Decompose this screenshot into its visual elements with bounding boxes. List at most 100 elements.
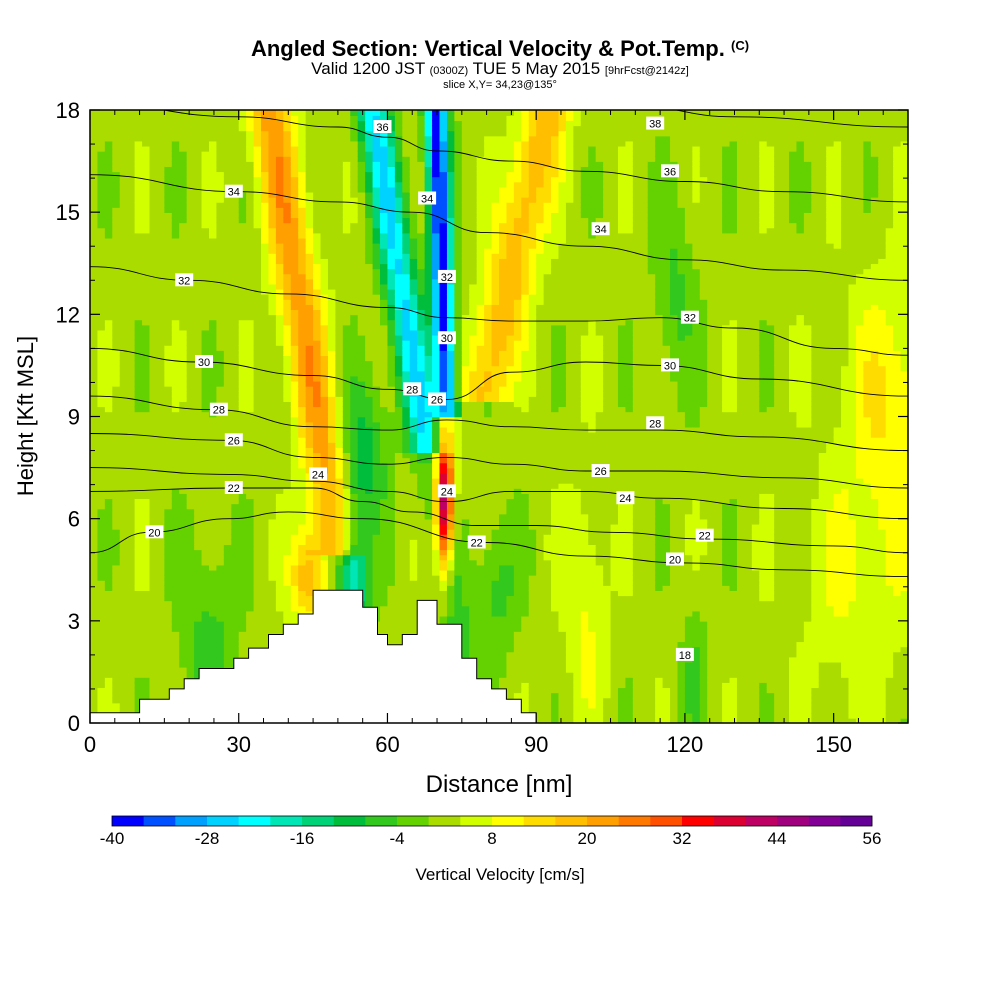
field-cell [350, 493, 359, 500]
field-cell [149, 600, 158, 607]
field-cell [305, 324, 314, 331]
field-cell [365, 385, 374, 392]
field-cell [149, 477, 158, 484]
field-cell [394, 329, 404, 336]
field-cell [156, 503, 166, 510]
field-cell [283, 615, 292, 622]
field-cell [380, 467, 389, 474]
field-cell [320, 293, 329, 300]
field-cell [119, 140, 128, 147]
field-cell [179, 513, 188, 520]
field-cell [372, 263, 381, 270]
field-cell [201, 299, 210, 305]
field-cell [253, 155, 262, 162]
field-cell [179, 564, 188, 571]
field-cell [372, 370, 381, 377]
field-cell [134, 344, 143, 351]
field-cell [231, 135, 240, 142]
field-cell [394, 416, 404, 423]
field-cell [305, 212, 314, 219]
field-cell [275, 503, 285, 510]
field-cell [104, 702, 114, 709]
field-cell [186, 329, 195, 336]
field-cell [119, 293, 128, 300]
field-cell [134, 329, 143, 336]
field-cell [119, 595, 128, 602]
field-cell [305, 222, 314, 229]
field-cell [127, 339, 136, 346]
field-cell [290, 457, 300, 464]
field-cell [394, 569, 404, 576]
field-cell [171, 595, 181, 602]
field-cell [127, 217, 136, 224]
field-cell [253, 171, 262, 178]
field-cell [275, 130, 285, 137]
field-cell [238, 646, 247, 653]
field-cell [231, 390, 240, 397]
field-cell [380, 605, 389, 612]
field-cell [164, 130, 173, 137]
field-cell [142, 692, 151, 699]
field-cell [394, 436, 404, 443]
field-cell [179, 528, 188, 535]
field-cell [112, 350, 121, 356]
field-cell [261, 564, 270, 571]
field-cell [97, 201, 106, 208]
field-cell [179, 375, 188, 382]
field-cell [387, 390, 396, 397]
field-cell [387, 232, 396, 239]
field-cell [186, 227, 195, 234]
field-cell [186, 110, 195, 116]
field-cell [171, 191, 181, 198]
field-cell [156, 375, 166, 382]
field-cell [90, 171, 99, 178]
field-cell [327, 574, 337, 581]
field-cell [387, 467, 396, 474]
field-cell [201, 309, 210, 316]
field-cell [127, 145, 136, 152]
field-cell [127, 212, 136, 219]
field-cell [335, 360, 344, 367]
field-cell [261, 396, 270, 402]
field-cell [208, 528, 218, 535]
field-cell [134, 523, 143, 530]
field-cell [342, 314, 352, 321]
field-cell [216, 150, 225, 157]
field-cell [97, 171, 106, 178]
field-cell [394, 559, 404, 566]
field-cell [164, 140, 173, 147]
field-cell [298, 171, 307, 178]
field-cell [305, 115, 314, 122]
field-cell [156, 380, 166, 387]
field-cell [104, 636, 114, 643]
field-cell [119, 431, 128, 438]
field-cell [283, 518, 292, 525]
field-cell [320, 201, 329, 208]
field-cell [179, 677, 188, 683]
field-cell [90, 227, 99, 234]
field-cell [216, 472, 225, 479]
field-cell [97, 641, 106, 648]
field-cell [246, 508, 255, 515]
field-cell [231, 559, 240, 566]
field-cell [231, 462, 240, 469]
field-cell [223, 145, 233, 152]
field-cell [231, 263, 240, 270]
field-cell [313, 222, 322, 229]
field-cell [365, 595, 374, 602]
field-cell [119, 513, 128, 520]
field-cell [149, 309, 158, 316]
field-cell [194, 110, 203, 116]
field-cell [246, 339, 255, 346]
field-cell [164, 217, 173, 224]
field-cell [142, 396, 151, 402]
field-cell [231, 222, 240, 229]
field-cell [156, 656, 166, 663]
field-cell [119, 508, 128, 515]
field-cell [164, 253, 173, 259]
field-cell [268, 385, 277, 392]
field-cell [246, 268, 255, 275]
field-cell [194, 605, 203, 612]
field-cell [149, 329, 158, 336]
field-cell [261, 166, 270, 173]
